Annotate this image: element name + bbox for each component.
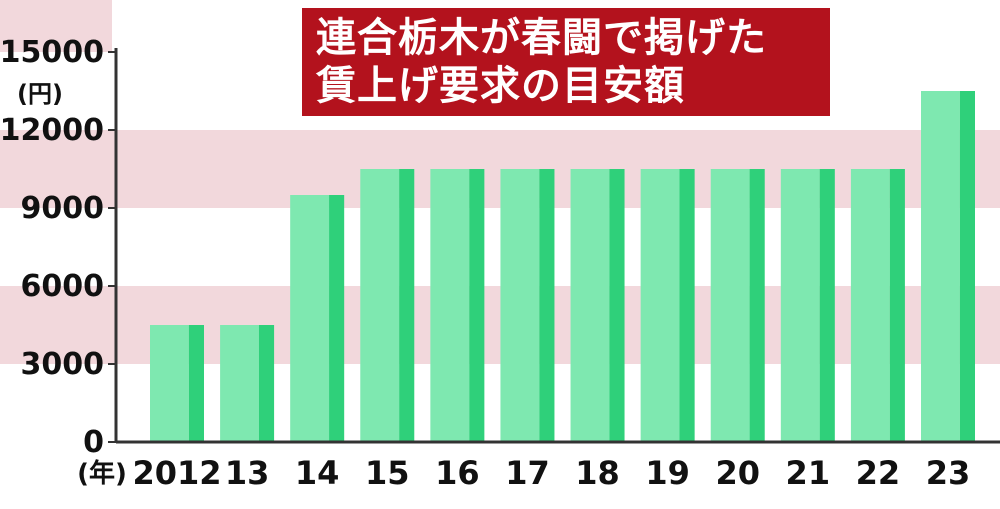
bar-side [399, 169, 415, 442]
bar-side [889, 169, 905, 442]
bar-side [679, 169, 695, 442]
x-tick-label: 19 [645, 454, 690, 492]
x-tick-label: 21 [786, 454, 831, 492]
x-tick-label: 14 [295, 454, 340, 492]
y-axis-unit-label: (円) [17, 80, 63, 108]
bar-side [188, 325, 204, 442]
bar-side [749, 169, 765, 442]
x-tick-label: 18 [575, 454, 620, 492]
bar [850, 169, 905, 442]
x-tick-label: 20 [715, 454, 760, 492]
bars-group [150, 91, 975, 442]
bar [430, 169, 485, 442]
bar-side [329, 195, 345, 442]
bar-face [780, 169, 820, 442]
x-axis-unit-label: (年) [77, 458, 127, 489]
bar-face [220, 325, 259, 442]
x-tick-label: 13 [225, 454, 270, 492]
bar [500, 169, 555, 442]
x-tick-label: 22 [856, 454, 901, 492]
bar [570, 169, 625, 442]
bar-face [360, 169, 400, 442]
y-tick-label: 12000 [0, 113, 104, 148]
bar-face [921, 91, 960, 442]
chart-title-box: 連合栃木が春闘で掲げた 賃上げ要求の目安額 [302, 8, 830, 116]
bar-face [640, 169, 680, 442]
bar [921, 91, 975, 442]
grid-band [0, 0, 112, 52]
bar-face [500, 169, 540, 442]
x-tick-label: 17 [505, 454, 550, 492]
bar [360, 169, 415, 442]
bar-side [539, 169, 555, 442]
bar [640, 169, 695, 442]
bar-face [290, 195, 330, 442]
bar-face [850, 169, 890, 442]
bar-side [819, 169, 835, 442]
x-tick-label: 16 [435, 454, 480, 492]
chart-title-line-2: 賃上げ要求の目安額 [316, 63, 685, 109]
bar-face [570, 169, 610, 442]
axes-group [108, 48, 1000, 444]
bar-side [469, 169, 485, 442]
y-tick-labels: 0 3000 6000 9000 12000 15000 [0, 35, 104, 460]
bar-side [609, 169, 625, 442]
bar [220, 325, 275, 442]
bar [780, 169, 835, 442]
x-tick-label: 15 [365, 454, 410, 492]
chart-title-line-1: 連合栃木が春闘で掲げた [316, 15, 767, 61]
bar [150, 325, 204, 442]
y-tick-label: 9000 [21, 191, 105, 226]
y-tick-label: 15000 [0, 35, 104, 70]
x-tick-label: 23 [926, 454, 971, 492]
bar-face [430, 169, 470, 442]
bar-side [258, 325, 275, 442]
bar [290, 195, 345, 442]
y-tick-label: 6000 [21, 269, 105, 304]
bar-face [150, 325, 189, 442]
bar-face [710, 169, 750, 442]
y-tick-label: 0 [83, 425, 104, 460]
x-tick-label: 2012 [132, 454, 221, 492]
y-tick-label: 3000 [21, 347, 105, 382]
bar [710, 169, 765, 442]
bar-side [959, 91, 975, 442]
x-tick-labels: 2012 13 14 15 16 17 18 19 20 21 22 23 [132, 454, 970, 492]
grid-band [0, 130, 1000, 208]
